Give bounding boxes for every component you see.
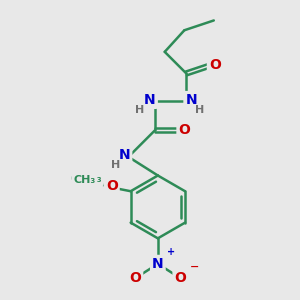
Text: CH₃: CH₃ bbox=[73, 176, 95, 185]
Text: N: N bbox=[119, 148, 130, 162]
Text: O: O bbox=[106, 179, 118, 193]
Text: O: O bbox=[175, 271, 186, 285]
Text: N: N bbox=[152, 257, 164, 271]
Text: N: N bbox=[185, 93, 197, 107]
Text: H: H bbox=[195, 105, 205, 115]
Text: O: O bbox=[129, 271, 141, 285]
Text: O: O bbox=[178, 123, 190, 137]
Text: H: H bbox=[111, 160, 120, 170]
Text: N: N bbox=[144, 93, 156, 107]
Text: H: H bbox=[135, 105, 144, 115]
Text: +: + bbox=[167, 247, 175, 257]
Text: O: O bbox=[209, 58, 221, 72]
Text: −: − bbox=[190, 262, 200, 272]
Text: OCH₃: OCH₃ bbox=[70, 174, 102, 184]
